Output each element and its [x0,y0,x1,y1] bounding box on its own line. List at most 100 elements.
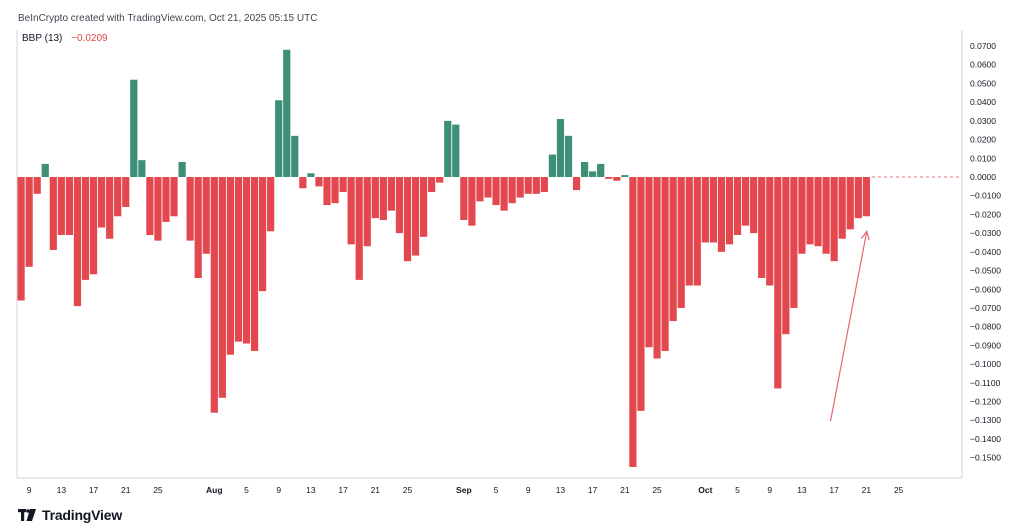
histogram-bar[interactable] [484,177,492,198]
histogram-bar[interactable] [790,177,798,308]
histogram-bar[interactable] [138,160,146,177]
histogram-bar[interactable] [81,177,90,280]
histogram-bar[interactable] [428,177,436,192]
histogram-bar[interactable] [411,177,420,256]
histogram-bar[interactable] [637,177,645,411]
histogram-bar[interactable] [323,177,331,206]
histogram-bar[interactable] [500,177,508,211]
histogram-bar[interactable] [742,177,750,226]
histogram-bar[interactable] [403,177,412,262]
histogram-bar[interactable] [564,135,573,177]
histogram-bar[interactable] [766,177,774,286]
histogram-bar[interactable] [275,100,283,177]
histogram-bar[interactable] [572,177,581,191]
histogram-bar[interactable] [130,79,138,177]
histogram-bar[interactable] [186,177,194,241]
histogram-bar[interactable] [363,177,371,247]
histogram-bar[interactable] [122,177,130,207]
histogram-bar[interactable] [774,177,782,389]
histogram-bar[interactable] [98,177,106,228]
histogram-bar[interactable] [106,177,114,239]
histogram-bar[interactable] [605,177,613,179]
histogram-bar[interactable] [226,177,234,355]
histogram-bar[interactable] [677,177,685,308]
histogram-bar[interactable] [548,154,556,177]
histogram-bar[interactable] [210,177,218,413]
histogram-bar[interactable] [645,177,653,348]
histogram-bar[interactable] [822,177,830,254]
histogram-bar[interactable] [782,177,790,335]
histogram-bar[interactable] [17,177,25,301]
histogram-bar[interactable] [41,163,49,177]
histogram-bar[interactable] [476,177,484,202]
histogram-bar[interactable] [798,177,806,254]
histogram-bar[interactable] [315,177,323,187]
histogram-bar[interactable] [234,177,243,342]
histogram-bar[interactable] [468,177,476,226]
histogram-bar[interactable] [259,177,267,292]
histogram-bar[interactable] [33,177,41,194]
histogram-bar[interactable] [758,177,766,279]
histogram-bar[interactable] [267,177,275,232]
histogram-bar[interactable] [750,177,758,234]
histogram-bar[interactable] [830,177,838,262]
histogram-bar[interactable] [597,163,605,177]
histogram-bar[interactable] [355,177,363,280]
histogram-bar[interactable] [516,177,524,198]
histogram-bar[interactable] [846,177,854,230]
histogram-bar[interactable] [194,177,202,279]
histogram-bar[interactable] [387,177,395,211]
histogram-bar[interactable] [146,177,154,235]
histogram-bar[interactable] [460,177,468,221]
histogram-bar[interactable] [613,177,621,181]
histogram-bar[interactable] [661,177,669,351]
histogram-bar[interactable] [283,49,291,177]
histogram-bar[interactable] [653,177,661,359]
histogram-bar[interactable] [540,177,548,192]
histogram-bar[interactable] [307,173,315,177]
histogram-bar[interactable] [556,119,565,177]
histogram-bar[interactable] [178,162,186,177]
histogram-bar[interactable] [452,124,460,177]
histogram-bar[interactable] [89,177,98,275]
histogram-bar[interactable] [725,177,734,245]
histogram-bar[interactable] [508,177,516,204]
histogram-bar[interactable] [347,177,355,245]
histogram-bar[interactable] [669,177,677,322]
histogram-bar[interactable] [581,162,589,177]
histogram-bar[interactable] [25,177,33,267]
histogram-bar[interactable] [621,175,629,177]
histogram-bar[interactable] [629,177,637,467]
histogram-bar[interactable] [154,177,162,241]
indicator-legend[interactable]: BBP (13) −0.0209 [22,33,108,44]
histogram-bar[interactable] [371,177,379,219]
histogram-bar[interactable] [170,177,178,217]
histogram-bar[interactable] [291,135,299,177]
histogram-bar[interactable] [339,177,347,192]
histogram-bar[interactable] [331,177,339,204]
histogram-bar[interactable] [701,177,709,243]
histogram-bar[interactable] [589,171,597,177]
histogram-bar[interactable] [717,177,726,252]
histogram-bar[interactable] [838,177,846,239]
histogram-bar[interactable] [395,177,404,234]
histogram-bar[interactable] [250,177,259,351]
histogram-bar[interactable] [814,177,822,247]
histogram-bar[interactable] [862,177,870,217]
histogram-bar[interactable] [162,177,170,222]
histogram-bar[interactable] [806,177,814,245]
histogram-bar[interactable] [202,177,210,254]
histogram-bar[interactable] [685,177,693,286]
histogram-bar[interactable] [73,177,82,307]
histogram-bar[interactable] [444,120,452,177]
histogram-bar[interactable] [709,177,717,243]
histogram-bar[interactable] [693,177,701,286]
histogram-bar[interactable] [49,177,57,250]
histogram-bar[interactable] [492,177,500,206]
histogram-bar[interactable] [524,177,532,194]
histogram-bar[interactable] [854,177,862,219]
histogram-bar[interactable] [379,177,387,221]
histogram-bar[interactable] [65,177,73,235]
histogram-bar[interactable] [436,177,444,183]
